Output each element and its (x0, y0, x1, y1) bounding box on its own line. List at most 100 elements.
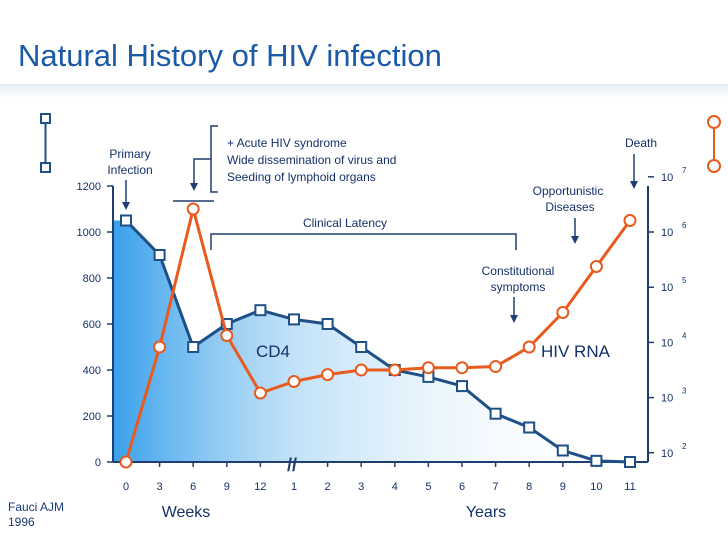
right-tick-exponent: 4 (682, 331, 687, 340)
acute-annotation-line: Seeding of lymphoid organs (227, 170, 376, 184)
cd4-point (288, 313, 300, 326)
page-title: Natural History of HIV infection (18, 38, 442, 73)
x-tick-label: 9 (224, 481, 230, 493)
x-tick-label: 6 (190, 481, 196, 493)
hiv-rna-point (489, 360, 503, 374)
legend-cd4-marker-bottom (40, 162, 51, 173)
right-tick-exponent: 7 (682, 166, 687, 175)
hiv-rna-point (321, 368, 335, 382)
constitutional-arrow-head (510, 315, 518, 323)
hiv-rna-point (388, 363, 402, 377)
x-tick-label: 7 (493, 481, 499, 493)
legend-rna-marker-bottom (707, 159, 721, 173)
acute-annotation-line: Wide dissemination of virus and (227, 153, 396, 167)
hiv-rna-point (522, 340, 536, 354)
cd4-point (153, 249, 166, 261)
x-tick-label: 3 (157, 481, 163, 493)
x-tick-label: 1 (291, 481, 297, 493)
hiv-rna-point (119, 455, 133, 469)
cd4-point (120, 214, 132, 227)
death-label: Death (625, 136, 657, 150)
right-tick-exponent: 3 (682, 387, 687, 396)
hiv-rna-point (455, 361, 469, 375)
hiv-rna-point (253, 386, 267, 400)
hiv-rna-point (186, 202, 200, 216)
hiv-rna-point (421, 361, 435, 375)
right-tick-base: 10 (661, 393, 673, 405)
left-tick-label: 600 (83, 319, 101, 331)
left-tick-label: 0 (95, 457, 101, 469)
cd4-point (187, 341, 200, 353)
x-axis-break: // (287, 455, 297, 475)
primary-infection-arrow-head (122, 202, 130, 210)
right-tick-base: 10 (661, 282, 673, 294)
legend-rna-marker-top (707, 115, 721, 129)
x-tick-label: 5 (425, 481, 431, 493)
cd4-point (489, 407, 502, 420)
hiv-rna-point (589, 260, 603, 273)
opportunistic-label-2: Diseases (545, 200, 594, 214)
cd4-point (590, 454, 603, 467)
cd4-point (624, 456, 636, 468)
acute-annotation-line: + Acute HIV syndrome (227, 136, 347, 150)
constitutional-label-2: symptoms (491, 280, 546, 294)
left-tick-label: 400 (83, 365, 101, 377)
x-tick-label: 9 (560, 481, 566, 493)
right-tick-exponent: 5 (682, 276, 687, 285)
right-tick-base: 10 (661, 172, 673, 184)
left-tick-label: 200 (83, 411, 101, 423)
title-underline-band (0, 84, 728, 98)
left-tick-label: 800 (83, 273, 101, 285)
legend-cd4-marker-top (40, 113, 51, 124)
weeks-label: Weeks (162, 504, 211, 521)
left-tick-label: 1000 (77, 227, 101, 239)
hiv-rna-point (153, 340, 167, 354)
opportunistic-arrow-head (571, 236, 579, 244)
right-tick-exponent: 2 (682, 442, 687, 451)
clinical-latency-bracket (210, 233, 517, 250)
hiv-rna-series-label: HIV RNA (541, 342, 611, 361)
x-tick-label: 11 (624, 481, 635, 493)
cd4-line (124, 219, 631, 464)
acute-arrow-head (190, 183, 198, 191)
x-tick-label: 2 (325, 481, 331, 493)
x-tick-label: 0 (123, 481, 129, 493)
hiv-rna-point (287, 375, 301, 388)
constitutional-label-1: Constitutional (482, 264, 555, 278)
x-tick-label: 3 (358, 481, 364, 493)
years-label: Years (466, 504, 506, 521)
x-tick-label: 6 (459, 481, 465, 493)
cd4-point (254, 304, 267, 317)
right-tick-base: 10 (661, 337, 673, 349)
x-tick-label: 4 (392, 481, 398, 493)
cd4-point (321, 318, 334, 330)
opportunistic-label-1: Opportunistic (533, 184, 604, 198)
citation-author: Fauci AJM (8, 500, 65, 514)
cd4-area-fill (113, 220, 630, 462)
hiv-rna-line (124, 208, 632, 463)
x-tick-label: 12 (254, 481, 266, 493)
acute-bracket (210, 125, 218, 193)
death-arrow-head (630, 181, 638, 189)
cd4-point (523, 421, 536, 434)
hiv-rna-point (354, 363, 368, 377)
citation-year: 1996 (8, 515, 35, 529)
left-tick-label: 1200 (77, 181, 101, 193)
cd4-point (556, 444, 569, 457)
right-tick-base: 10 (661, 227, 673, 239)
clinical-latency-label: Clinical Latency (303, 216, 387, 230)
hiv-rna-point (220, 329, 234, 342)
x-tick-label: 10 (590, 481, 602, 493)
acute-arrow-line (193, 158, 211, 183)
cd4-point (355, 341, 368, 353)
right-tick-exponent: 6 (682, 221, 687, 230)
hiv-rna-point (623, 214, 637, 227)
hiv-rna-point (556, 306, 570, 319)
citation: Fauci AJM 1996 (8, 500, 64, 530)
right-tick-base: 10 (661, 448, 673, 460)
primary-infection-label-2: Infection (107, 163, 152, 177)
cd4-series-label: CD4 (256, 342, 290, 361)
x-tick-label: 8 (526, 481, 532, 493)
primary-infection-label-1: Primary (109, 147, 150, 161)
